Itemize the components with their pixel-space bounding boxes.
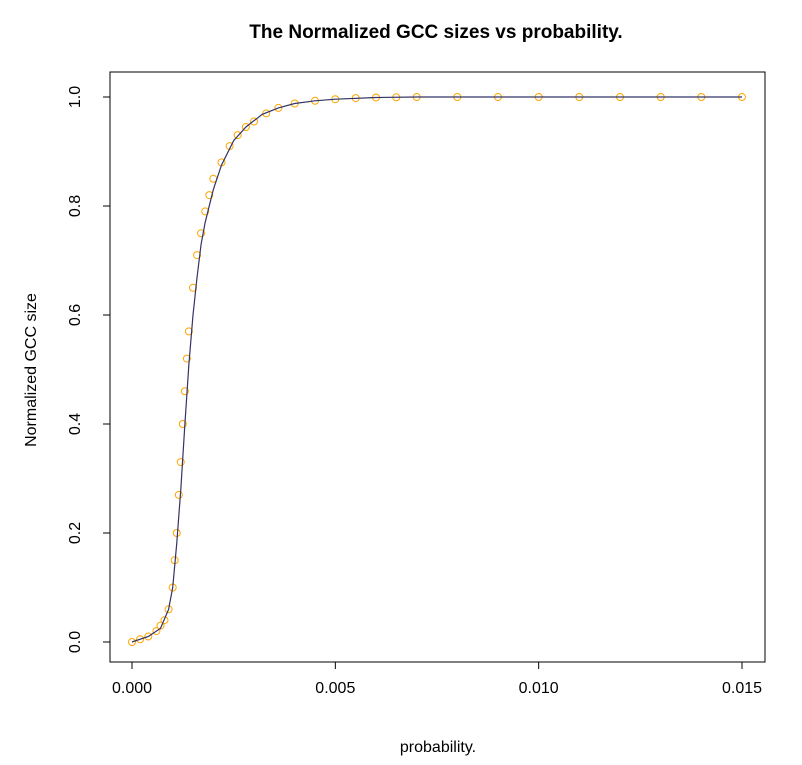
data-point xyxy=(164,605,173,614)
data-point xyxy=(201,207,210,216)
data-point xyxy=(180,387,189,396)
y-tick-label: 0.6 xyxy=(67,304,84,326)
x-tick-label: 0.000 xyxy=(112,680,152,697)
data-point xyxy=(262,109,271,118)
data-point xyxy=(160,616,169,625)
y-tick-label: 0.4 xyxy=(67,413,84,435)
fit-line xyxy=(131,96,742,643)
data-point xyxy=(184,327,193,336)
data-point xyxy=(233,131,242,140)
data-point xyxy=(176,458,185,467)
data-point xyxy=(152,627,161,636)
x-axis: 0.000 0.005 0.010 0.015 xyxy=(112,661,762,697)
data-point xyxy=(172,529,181,537)
y-axis-label: Normalized GCC size xyxy=(23,293,40,447)
y-axis: 0.0 0.2 0.4 0.6 0.8 1.0 xyxy=(67,86,111,653)
x-axis-label: probability. xyxy=(400,739,476,756)
y-tick-label: 1.0 xyxy=(67,86,84,108)
points-layer xyxy=(128,93,746,646)
data-point xyxy=(193,251,202,260)
data-point xyxy=(178,420,187,428)
data-point xyxy=(182,354,191,363)
data-point xyxy=(174,490,183,499)
x-tick-label: 0.005 xyxy=(315,680,355,697)
y-tick-label: 0.2 xyxy=(67,522,84,544)
data-point xyxy=(136,635,145,644)
x-tick-label: 0.010 xyxy=(519,680,559,697)
y-tick-label: 0.8 xyxy=(67,195,84,217)
data-point xyxy=(241,123,250,131)
x-tick-label: 0.015 xyxy=(722,680,762,697)
plot-frame xyxy=(109,71,766,663)
fit-line-layer xyxy=(131,96,742,643)
data-point xyxy=(250,117,258,126)
data-point xyxy=(128,638,136,646)
data-point xyxy=(274,103,283,112)
data-point xyxy=(197,229,206,238)
chart-title: The Normalized GCC sizes vs probability. xyxy=(249,22,622,43)
y-tick-label: 0.0 xyxy=(67,631,84,653)
data-point xyxy=(144,632,153,641)
data-point xyxy=(205,191,214,200)
